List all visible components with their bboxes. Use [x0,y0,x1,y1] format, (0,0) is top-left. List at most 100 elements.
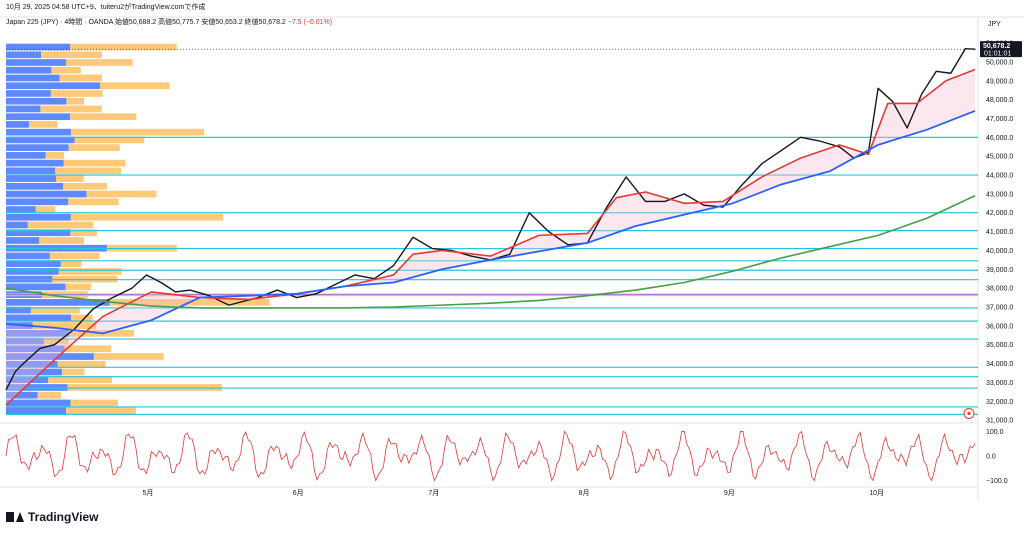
y-tick-label: 31,000.0 [986,418,1013,425]
volume-profile-bar-buy [6,337,44,345]
volume-profile-bar-buy [6,368,62,376]
volume-profile-bar-sell [49,252,100,260]
volume-profile-bar-buy [6,105,41,113]
volume-profile-bar-sell [70,314,93,322]
volume-profile-bar-buy [6,353,94,360]
volume-profile-bar-sell [63,159,126,167]
volume-profile-bar-buy [6,66,52,74]
x-tick-label: 10月 [869,489,884,497]
volume-profile-bar-buy [6,221,28,229]
volume-profile-bar-sell [57,360,106,368]
x-tick-label: 6月 [293,489,304,497]
y-tick-label: 47,000.0 [986,116,1013,123]
tradingview-logo-icon [6,512,24,522]
osc-tick-label: −100.0 [986,478,1008,485]
volume-profile-bar-sell [70,399,118,407]
volume-profile-bar-sell [66,407,136,415]
volume-profile-bar-sell [60,260,82,268]
legend-symbol: Japan 225 (JPY) · 4時間 · OANDA [6,19,113,26]
y-tick-label: 40,000.0 [986,248,1013,255]
volume-profile-bar-buy [6,407,66,415]
y-tick-label: 34,000.0 [986,361,1013,368]
volume-profile-bar-sell [63,182,108,190]
ema-long-line [5,195,976,309]
volume-profile-bar-sell [74,136,145,144]
volume-profile-bar-buy [6,260,61,268]
volume-profile-bar-sell [59,74,102,82]
price-badge-countdown: 01:01:01 [984,51,1011,58]
volume-profile-bar-buy [6,360,58,368]
volume-profile-bar-buy [6,237,40,244]
osc-tick-label: 0.0 [986,454,996,461]
volume-profile-bar-sell [51,66,81,74]
volume-profile-bar-buy [6,74,60,82]
volume-profile-bar-sell [100,82,170,90]
y-tick-label: 48,000.0 [986,97,1013,104]
volume-profile-bar-buy [6,252,50,260]
price-badge [980,41,1022,58]
volume-profile-bar-buy [6,329,70,337]
volume-profile-bar-buy [6,299,110,306]
oscillator-line [5,430,976,482]
volume-profile-bar-buy [6,82,101,90]
y-tick-label: 37,000.0 [986,305,1013,312]
volume-profile-bar-sell [56,175,84,182]
volume-profile-bar-buy [6,113,71,121]
volume-profile-bar-sell [58,268,122,275]
brand-name: TradingView [28,510,99,524]
volume-profile-bar-sell [40,105,102,113]
volume-profile-bar-sell [64,345,112,353]
volume-profile-bar-buy [6,376,49,384]
osc-tick-label: 100.0 [986,429,1004,436]
y-tick-label: 42,000.0 [986,210,1013,217]
volume-profile-bar-buy [6,175,57,182]
volume-profile-bar-buy [6,399,71,407]
volume-profile-bar-sell [30,306,80,314]
volume-profile-bar-buy [6,144,69,151]
volume-profile-bar-buy [6,391,38,399]
volume-profile-bar-sell [32,322,97,329]
tradingview-brand[interactable]: TradingView [6,510,98,524]
alert-icon-dot [967,411,971,416]
volume-profile-bar-buy [6,314,71,322]
volume-profile-bar-sell [70,128,205,136]
y-tick-label: 33,000.0 [986,380,1013,387]
volume-profile-bar-buy [6,90,51,97]
volume-profile-bar-sell [29,121,58,128]
volume-profile-bar-sell [70,213,224,221]
volume-profile-bar-sell [86,190,157,198]
volume-profile-bar-sell [40,51,102,59]
y-tick-label: 32,000.0 [986,399,1013,406]
x-tick-label: 9月 [724,489,735,497]
volume-profile-bar-sell [50,90,103,97]
volume-profile-bar-sell [68,144,120,151]
y-tick-label: 39,000.0 [986,267,1013,274]
y-tick-label: 41,000.0 [986,229,1013,236]
ema-mid-line [5,110,976,335]
volume-profile-bar-buy [6,128,71,136]
volume-profile-bar-sell [65,283,92,291]
volume-profile-bar-buy [6,136,75,144]
volume-profile-bar-buy [6,283,66,291]
volume-profile-bar-sell [70,229,97,237]
volume-profile-bar-sell [43,337,69,345]
price-badge-value: 50,678.2 [983,43,1010,50]
y-tick-label: 43,000.0 [986,191,1013,198]
y-tick-label: 50,000.0 [986,59,1013,66]
volume-profile-bar-buy [6,152,46,159]
volume-profile-bar-buy [6,59,67,66]
chart-header: 10月 29, 2025 04:58 UTC+9、tuiteru2がTradin… [6,4,206,11]
volume-profile-bar-buy [6,345,65,353]
volume-profile-bar-buy [6,213,71,221]
volume-profile-bar-sell [68,198,119,206]
x-tick-label: 8月 [579,489,590,497]
volume-profile-bar-sell [45,152,65,159]
volume-profile-bar-sell [93,353,164,360]
y-tick-label: 35,000.0 [986,342,1013,349]
volume-profile-bar-buy [6,167,56,175]
volume-profile-bar-buy [6,190,87,198]
volume-profile-bar-buy [6,206,36,213]
y-tick-label: 36,000.0 [986,323,1013,330]
